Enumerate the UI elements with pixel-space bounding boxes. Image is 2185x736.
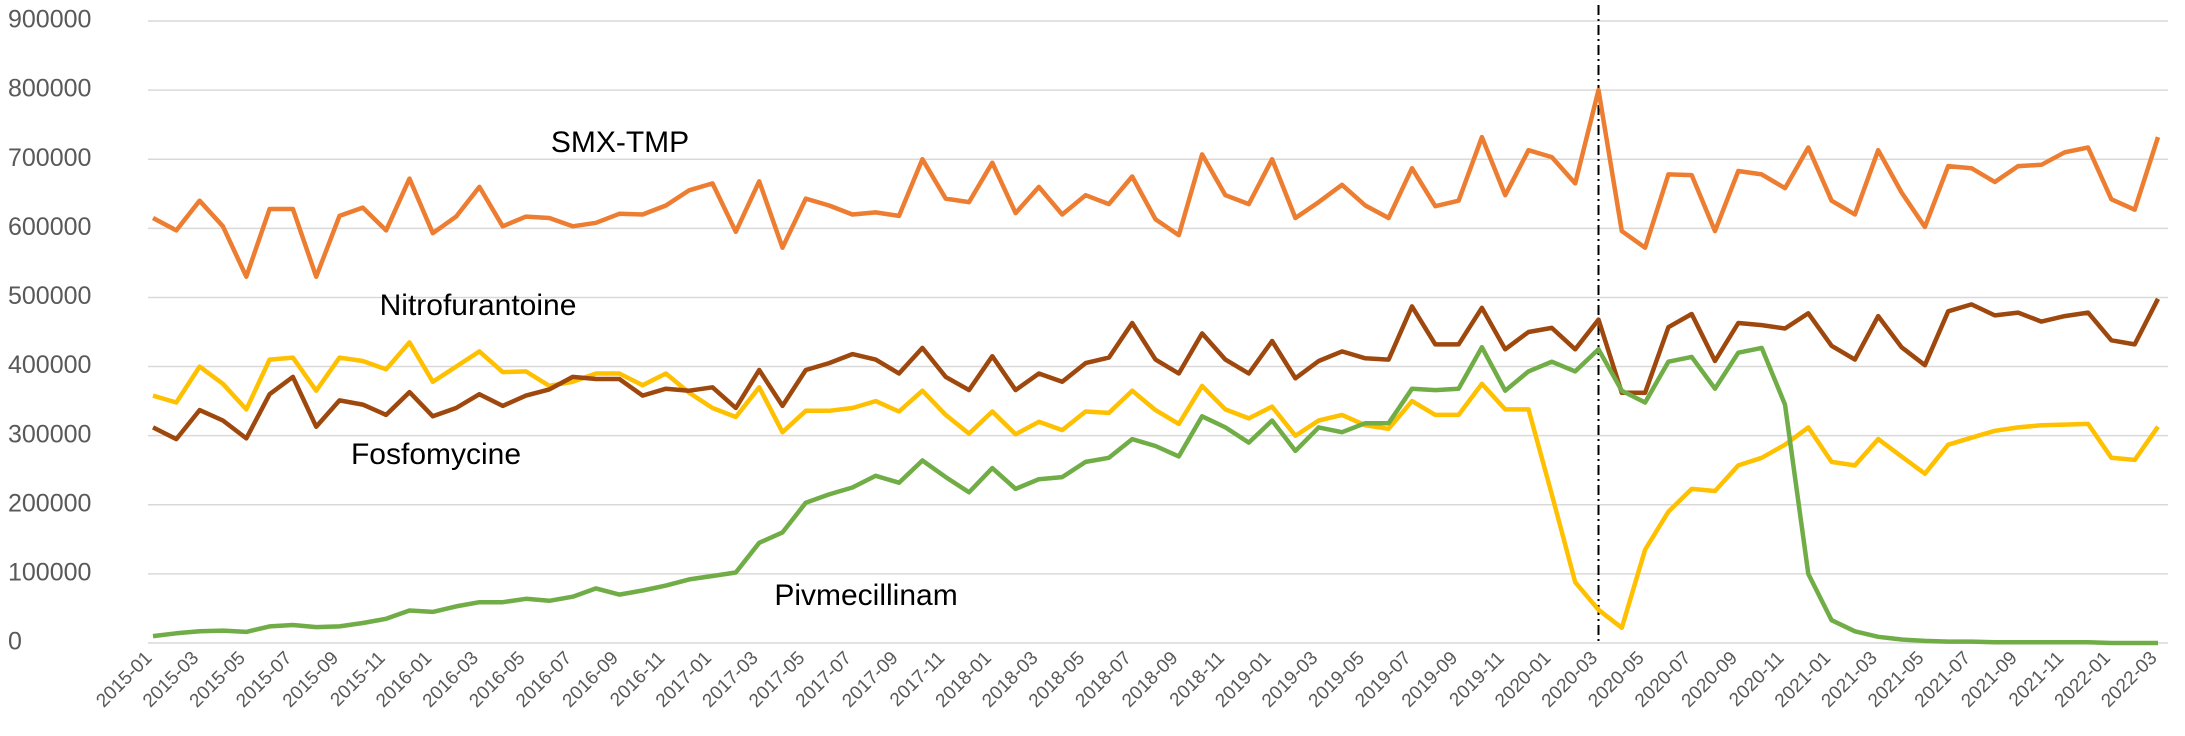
series-label: Fosfomycine — [351, 438, 521, 471]
y-tick-label: 0 — [8, 628, 22, 656]
series-label: SMX-TMP — [551, 126, 689, 159]
series-label: Nitrofurantoine — [380, 289, 577, 322]
y-tick-label: 500000 — [8, 282, 91, 310]
series-line — [152, 340, 2160, 631]
y-tick-label: 400000 — [8, 351, 91, 379]
y-tick-label: 800000 — [8, 75, 91, 103]
y-tick-label: 200000 — [8, 489, 91, 517]
y-tick-label: 600000 — [8, 213, 91, 241]
series-line — [152, 344, 2158, 646]
y-tick-label: 900000 — [8, 6, 91, 34]
y-tick-label: 100000 — [8, 558, 91, 586]
series-label: Pivmecillinam — [774, 579, 957, 612]
series-line — [151, 87, 2161, 279]
y-tick-label: 700000 — [8, 144, 91, 172]
y-tick-label: 300000 — [8, 420, 91, 448]
series-line — [151, 297, 2161, 442]
